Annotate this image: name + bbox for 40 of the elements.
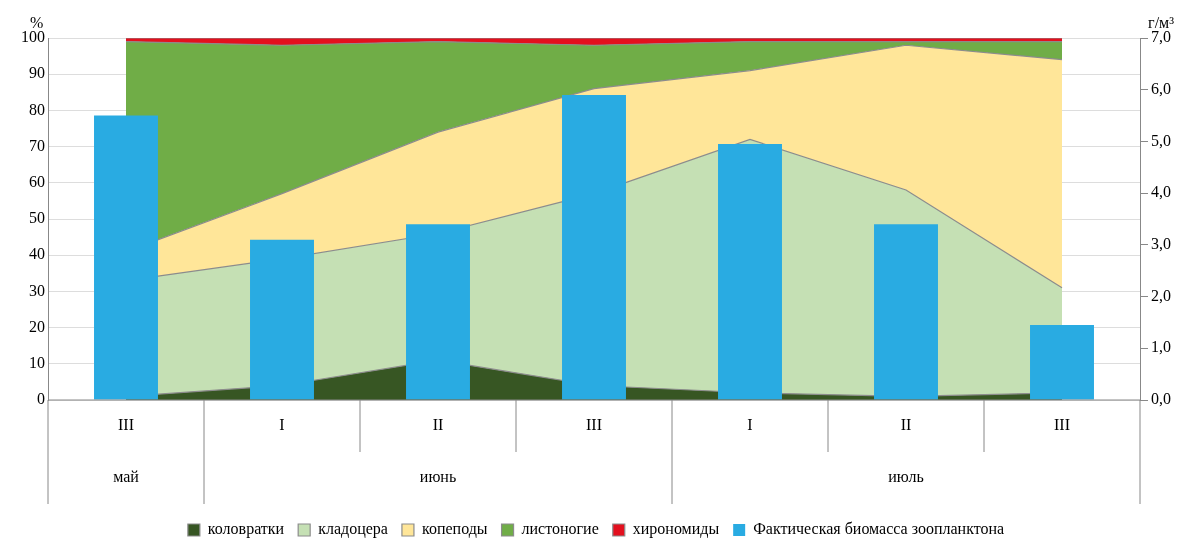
text: июль [888, 468, 924, 486]
y-tick-label: 0 [37, 390, 45, 408]
text: июнь [419, 468, 457, 486]
x-tick-label: II [432, 415, 444, 433]
text: май [113, 468, 140, 486]
bar [94, 115, 158, 400]
bar [874, 224, 938, 400]
x-tick-label: III [118, 415, 134, 433]
x-tick-label: I [747, 415, 753, 433]
legend-label: листоногие [521, 520, 599, 538]
legend-label: Фактическая биомасса зоопланктона [753, 520, 1005, 538]
legend-label: кладоцера [318, 520, 388, 539]
bar [250, 239, 314, 400]
y2-tick-label: 2,0 [1151, 286, 1171, 304]
legend-label: хирономиды [632, 520, 720, 539]
legend-label: копеподы [421, 520, 488, 539]
y2-tick-label: 0,0 [1151, 390, 1171, 408]
y2-tick-label: 5,0 [1151, 131, 1171, 149]
y-tick-label: 80 [29, 100, 45, 118]
y2-tick-label: 3,0 [1151, 235, 1171, 253]
x-tick-label: II [900, 415, 912, 433]
bar [718, 144, 782, 400]
x-tick-label: III [1054, 415, 1070, 433]
bar [562, 94, 626, 400]
y-tick-label: 10 [29, 354, 45, 371]
y-tick-label: 70 [29, 136, 45, 154]
y-tick-label: 90 [29, 64, 45, 82]
legend-label: коловратки [207, 520, 285, 539]
y2-tick-label: 6,0 [1151, 79, 1171, 97]
x-tick-label: I [279, 415, 285, 433]
x-tick-label: III [586, 415, 602, 433]
y-tick-label: 30 [29, 281, 45, 299]
y2-tick-label: 1,0 [1151, 338, 1171, 356]
y2-tick-label: 4,0 [1151, 183, 1171, 201]
y-tick-label: 40 [29, 245, 45, 263]
y-tick-label: 60 [29, 173, 45, 190]
y-tick-label: 20 [29, 317, 45, 335]
bar [1030, 325, 1094, 400]
bar [406, 224, 470, 400]
y-tick-label: 50 [29, 209, 45, 227]
